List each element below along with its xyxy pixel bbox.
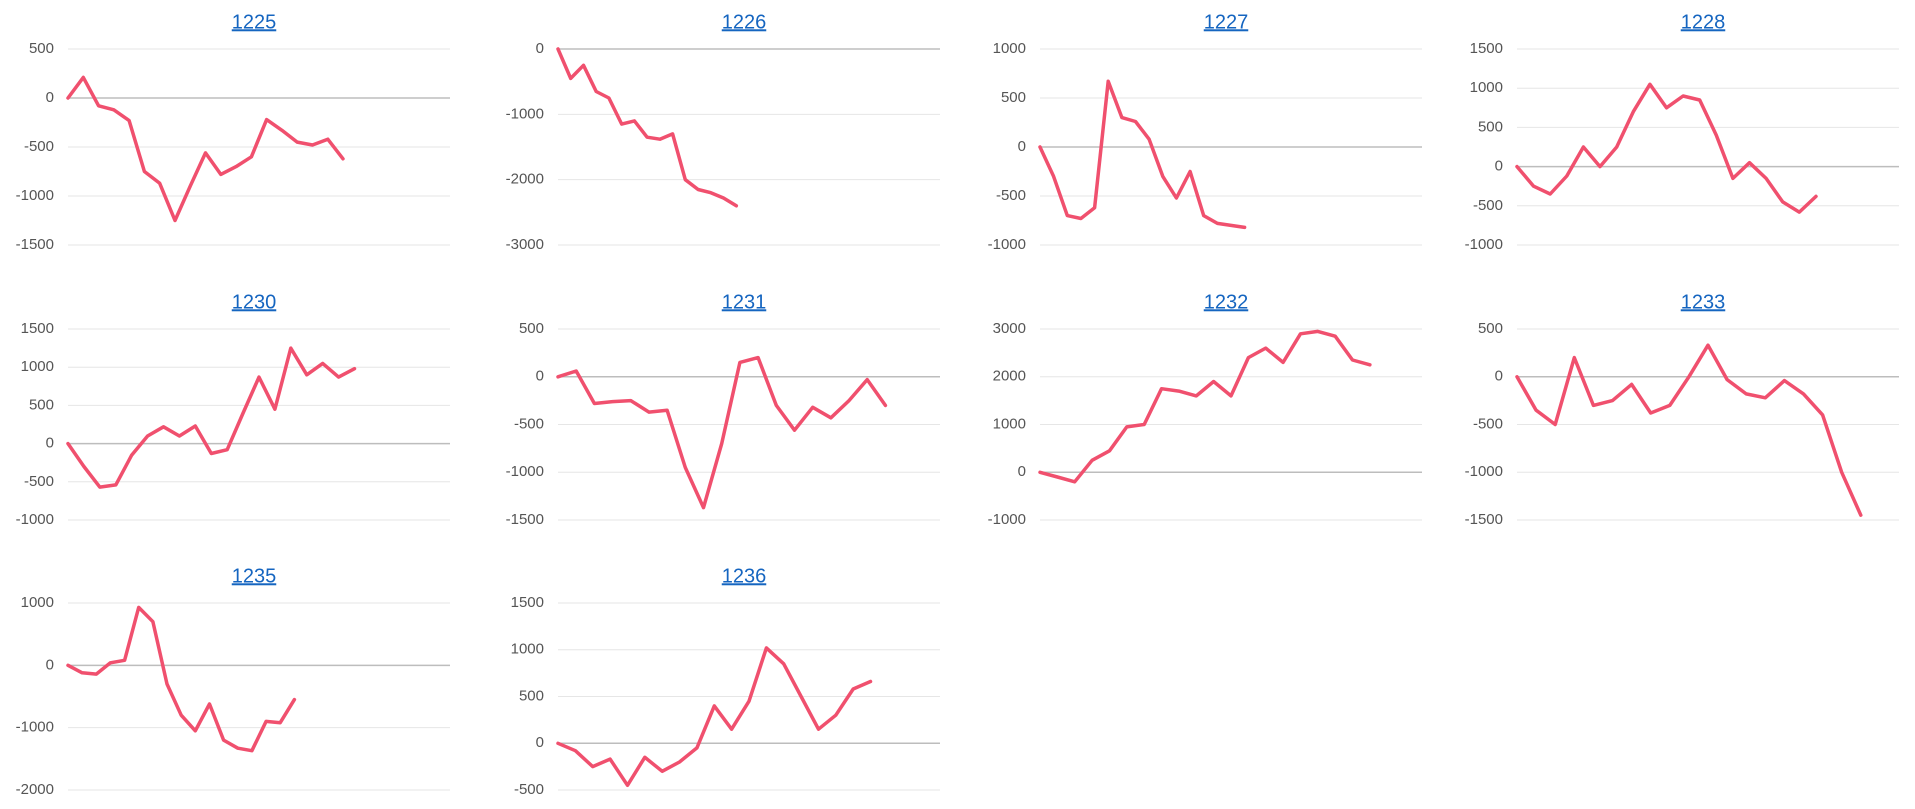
y-tick-label: -1000 — [1465, 236, 1503, 253]
y-tick-label: -1000 — [16, 187, 54, 204]
y-tick-label: 0 — [536, 734, 544, 751]
y-tick-label: -500 — [1473, 197, 1503, 214]
y-tick-label: 0 — [46, 656, 54, 673]
y-tick-label: -500 — [996, 187, 1026, 204]
y-tick-label: 500 — [519, 687, 544, 704]
chart-title[interactable]: 1230 — [232, 291, 277, 313]
y-tick-label: 3000 — [993, 320, 1026, 337]
y-tick-label: -1000 — [988, 236, 1026, 253]
y-tick-label: 500 — [29, 396, 54, 413]
y-tick-label: 1000 — [511, 641, 544, 658]
y-tick-label: -500 — [514, 781, 544, 798]
chart-title[interactable]: 1228 — [1681, 11, 1726, 33]
chart-title[interactable]: 1233 — [1681, 291, 1726, 313]
y-tick-label: -1000 — [1465, 463, 1503, 480]
y-tick-label: 1000 — [1470, 79, 1503, 96]
data-line — [1038, 329, 1372, 484]
y-tick-label: -1000 — [506, 105, 544, 122]
y-tick-label: 1500 — [511, 594, 544, 611]
chart-title[interactable]: 1225 — [232, 11, 277, 33]
y-tick-label: 1000 — [993, 40, 1026, 57]
y-tick-label: -500 — [1473, 415, 1503, 432]
y-tick-label: -2000 — [16, 781, 54, 798]
chart-title[interactable]: 1226 — [722, 11, 767, 33]
chart-title[interactable]: 1232 — [1204, 291, 1249, 313]
data-line — [1038, 79, 1247, 230]
y-tick-label: -1500 — [16, 236, 54, 253]
chart-title[interactable]: 1236 — [722, 565, 767, 587]
y-tick-label: -1500 — [506, 511, 544, 528]
y-tick-label: 0 — [1018, 138, 1026, 155]
data-line — [66, 605, 297, 753]
y-tick-label: -1500 — [1465, 511, 1503, 528]
data-line — [556, 47, 739, 208]
y-tick-label: -1000 — [988, 511, 1026, 528]
y-tick-label: -2000 — [506, 171, 544, 188]
y-tick-label: 0 — [46, 89, 54, 106]
chart-title[interactable]: 1231 — [722, 291, 767, 313]
y-tick-label: 0 — [536, 40, 544, 57]
data-line — [1515, 343, 1863, 517]
data-line — [66, 346, 357, 489]
y-tick-label: 0 — [1018, 463, 1026, 480]
y-tick-label: 0 — [46, 435, 54, 452]
chart-title[interactable]: 1235 — [232, 565, 277, 587]
y-tick-label: 500 — [1001, 89, 1026, 106]
y-tick-label: 0 — [1495, 368, 1503, 385]
y-tick-label: 500 — [1478, 320, 1503, 337]
data-line — [556, 355, 888, 510]
data-line — [1515, 82, 1818, 214]
y-tick-label: -1000 — [506, 463, 544, 480]
y-tick-label: 1000 — [21, 594, 54, 611]
data-line — [556, 646, 873, 788]
y-tick-label: 500 — [1478, 118, 1503, 135]
data-line — [66, 75, 345, 223]
y-tick-label: -3000 — [506, 236, 544, 253]
y-tick-label: -500 — [514, 415, 544, 432]
y-tick-label: 2000 — [993, 368, 1026, 385]
y-tick-label: 500 — [519, 320, 544, 337]
y-tick-label: -500 — [24, 473, 54, 490]
y-tick-label: -500 — [24, 138, 54, 155]
y-tick-label: -1000 — [16, 719, 54, 736]
y-tick-label: 1000 — [993, 415, 1026, 432]
y-tick-label: 1500 — [21, 320, 54, 337]
y-tick-label: 500 — [29, 40, 54, 57]
chart-title[interactable]: 1227 — [1204, 11, 1249, 33]
y-tick-label: -1000 — [16, 511, 54, 528]
y-tick-label: 0 — [536, 368, 544, 385]
y-tick-label: 0 — [1495, 158, 1503, 175]
y-tick-label: 1500 — [1470, 40, 1503, 57]
y-tick-label: 1000 — [21, 358, 54, 375]
